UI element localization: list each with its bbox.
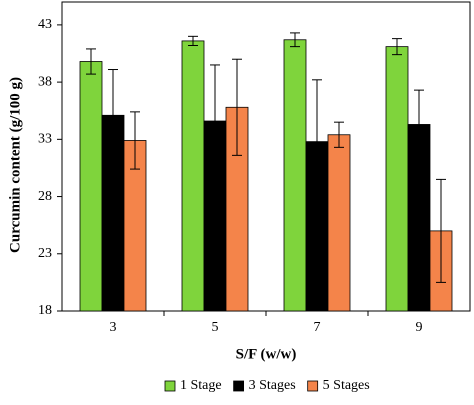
x-tick-label: 5 bbox=[212, 320, 219, 335]
legend-swatch bbox=[233, 380, 245, 392]
x-axis-label: S/F (w/w) bbox=[236, 346, 297, 362]
x-tick-label: 3 bbox=[110, 320, 117, 335]
bar bbox=[385, 46, 409, 312]
legend-label: 3 Stages bbox=[249, 378, 296, 393]
bar bbox=[79, 61, 103, 312]
legend-swatch bbox=[164, 380, 176, 392]
bar bbox=[181, 40, 205, 312]
bar bbox=[283, 39, 307, 312]
y-tick-label: 43 bbox=[38, 17, 52, 32]
y-tick-label: 18 bbox=[38, 303, 52, 318]
bar bbox=[327, 134, 351, 312]
legend-swatch bbox=[307, 380, 319, 392]
y-tick-label: 38 bbox=[38, 74, 52, 89]
legend-label: 5 Stages bbox=[323, 378, 370, 393]
legend-label: 1 Stage bbox=[180, 378, 222, 393]
x-tick-label: 7 bbox=[314, 320, 321, 335]
y-tick-label: 23 bbox=[38, 246, 52, 261]
x-tick-label: 9 bbox=[416, 320, 423, 335]
y-axis-label: Curcumin content (g/100 g) bbox=[7, 77, 23, 253]
y-tick-label: 33 bbox=[38, 132, 52, 147]
y-tick-label: 28 bbox=[38, 189, 52, 204]
